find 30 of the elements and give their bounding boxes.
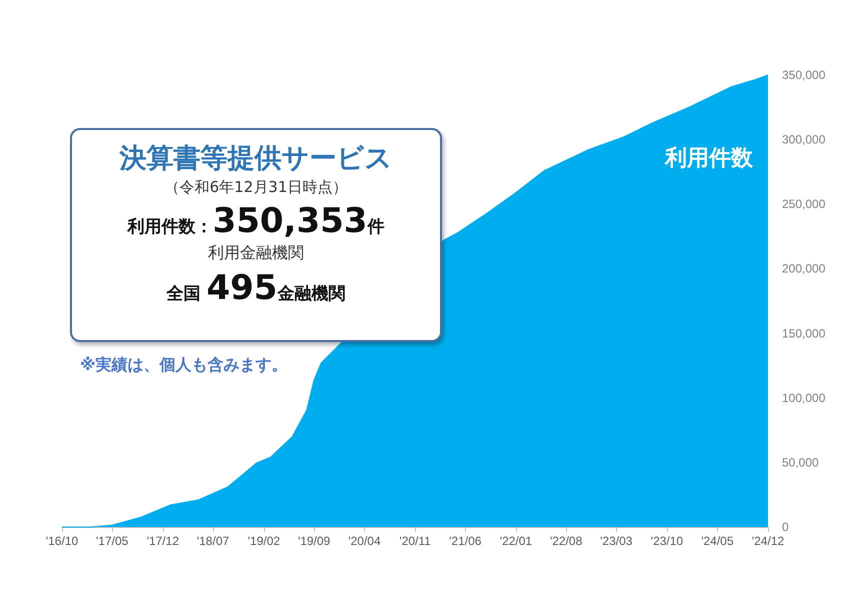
y-tick-label: 100,000 xyxy=(782,390,826,405)
y-tick-label: 150,000 xyxy=(782,326,826,340)
annotation: ※実績は、個人も含みます。 xyxy=(80,355,288,376)
x-tick-label: '24/05 xyxy=(701,534,734,548)
x-tick-label: '17/05 xyxy=(96,534,129,548)
y-tick-label: 250,000 xyxy=(782,197,826,212)
x-tick-label: '22/01 xyxy=(500,534,532,548)
x-tick-label: '23/03 xyxy=(600,534,633,548)
x-tick-label: '19/09 xyxy=(298,534,331,548)
y-tick-label: 300,000 xyxy=(782,132,826,147)
annotation: 利用件数：350,353件 xyxy=(128,201,384,241)
x-tick-label: '22/08 xyxy=(550,534,583,548)
text: 決算書等提供サービス xyxy=(118,142,394,176)
y-tick-label: 0 xyxy=(782,520,789,534)
x-tick-label: '19/02 xyxy=(248,534,280,548)
series-label: 利用件数 xyxy=(665,145,753,173)
x-tick-label: '21/06 xyxy=(449,534,482,548)
y-tick-label: 350,000 xyxy=(782,68,826,82)
x-tick-label: '24/12 xyxy=(752,534,784,548)
annotation: 利用金融機関 xyxy=(207,243,305,264)
x-tick-label: '18/07 xyxy=(196,534,230,548)
x-tick-label: '17/12 xyxy=(146,534,180,548)
x-tick-label: '20/11 xyxy=(399,534,432,548)
y-tick-label: 50,000 xyxy=(782,455,820,470)
x-tick-label: '20/04 xyxy=(348,534,381,548)
x-tick-label: '23/10 xyxy=(650,534,684,548)
y-tick-label: 200,000 xyxy=(782,262,826,276)
text: （令和6年12月31日時点） xyxy=(164,178,348,197)
x-tick-label: '16/10 xyxy=(46,534,78,548)
annotation: 全国 495金融機関 xyxy=(166,268,346,308)
